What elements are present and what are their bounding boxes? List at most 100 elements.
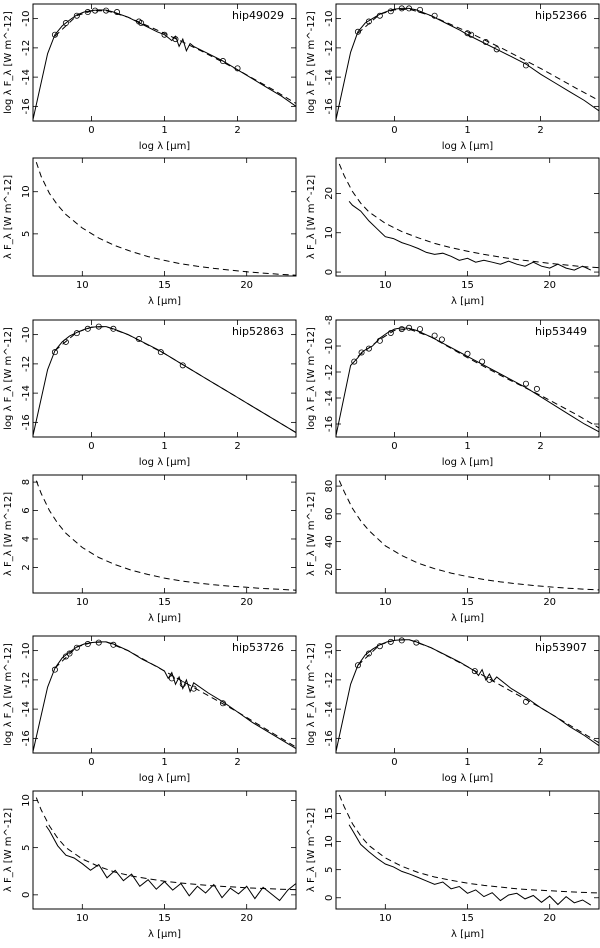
x-tick-label: 1 (464, 757, 470, 768)
photometry-point (234, 65, 241, 72)
photometry-point (471, 668, 478, 675)
photometry-point (73, 330, 80, 337)
photometry-point (479, 358, 486, 365)
x-tick-label: 20 (543, 280, 556, 291)
model-curve (357, 639, 599, 744)
star-name-label: hip52863 (232, 325, 284, 338)
model-curve (54, 326, 296, 434)
y-axis-label: λ F_λ [W m^-12] (3, 492, 14, 576)
x-axis-label: log λ [μm] (442, 141, 494, 152)
star-name-label: hip53726 (232, 641, 284, 654)
photometry-point (190, 685, 197, 692)
x-axis-label: λ [μm] (148, 613, 181, 624)
x-axis-label: log λ [μm] (139, 457, 191, 468)
x-tick-label: 10 (379, 597, 392, 608)
model-curve (35, 797, 296, 891)
x-axis-label: λ [μm] (148, 296, 181, 307)
y-tick-label: 20 (324, 563, 335, 576)
x-tick-label: 1 (161, 441, 167, 452)
y-tick-label: -14 (324, 69, 335, 85)
photometry-point (351, 358, 358, 365)
plot-frame (32, 157, 297, 277)
photometry-point (365, 345, 372, 352)
x-tick-label: 10 (76, 913, 89, 924)
y-axis-label: log λ F_λ [W m^-12] (3, 327, 14, 430)
x-tick-label: 15 (461, 597, 474, 608)
observed-curve (33, 326, 296, 436)
y-tick-label: -12 (324, 364, 335, 380)
plot-area (336, 637, 599, 752)
y-axis-label: log λ F_λ [W m^-12] (306, 327, 317, 430)
observed-curve (45, 825, 296, 902)
x-tick-label: 15 (158, 280, 171, 291)
y-tick-label: -10 (324, 10, 335, 26)
photometry-point (92, 7, 99, 14)
observed-curve (33, 9, 296, 120)
panel-hip53449: 0 1 2 -16 -14 -12 -10 -8 log λ [μm] log λ F_λ [W … (306, 315, 600, 468)
star-name-label: hip53907 (535, 641, 587, 654)
x-tick-label: 1 (464, 125, 470, 136)
photometry-point (51, 31, 58, 38)
y-tick-label: 5 (21, 231, 32, 237)
x-tick-label: 2 (537, 125, 543, 136)
photometry-point (522, 62, 529, 69)
plot-area (33, 639, 296, 752)
y-tick-label: 10 (21, 794, 32, 807)
panel-hip49029-ir: 10 15 20 0 10 20 λ [μm] λ F_λ [W m^-12] (306, 157, 600, 307)
photometry-point (62, 653, 69, 660)
x-tick-label: 0 (391, 441, 397, 452)
photometry-point (398, 326, 405, 333)
x-tick-label: 20 (240, 597, 253, 608)
x-tick-label: 20 (240, 280, 253, 291)
panel-hip52863: 0 1 2 -16 -14 -12 -10 log λ [μm] log λ F_λ [W m^… (3, 319, 297, 468)
photometry-point (84, 641, 91, 648)
photometry-point (431, 12, 438, 19)
photometry-point (417, 326, 424, 333)
plot-frame (32, 474, 297, 594)
x-tick-label: 10 (76, 597, 89, 608)
photometry-point (365, 18, 372, 25)
x-tick-label: 1 (161, 125, 167, 136)
star-name-label: hip49029 (232, 9, 284, 22)
plot-area (338, 794, 599, 906)
y-tick-label: 80 (324, 480, 335, 493)
photometry-point (114, 9, 121, 16)
y-tick-label: -12 (324, 40, 335, 56)
observed-curve (336, 7, 599, 120)
y-tick-label: 4 (21, 536, 32, 542)
x-axis-label: λ [μm] (451, 929, 484, 940)
panel-hip49029: 0 1 2 -16 -14 -12 -10 log λ [μm] log λ F_λ [W m^… (3, 3, 297, 152)
y-tick-label: 0 (324, 269, 335, 275)
panel-hip53449-ir: 10 15 20 20 40 60 80 λ [μm] λ F_λ [W m^-12] (306, 474, 600, 624)
photometry-point (103, 7, 110, 14)
y-tick-label: -10 (324, 642, 335, 658)
model-curve (35, 162, 296, 276)
y-tick-label: -10 (324, 338, 335, 354)
x-axis-label: log λ [μm] (442, 773, 494, 784)
plot-area (33, 7, 296, 120)
photometry-point (486, 676, 493, 683)
model-curve (54, 641, 296, 748)
y-tick-label: -10 (21, 326, 32, 342)
y-tick-label: -10 (21, 642, 32, 658)
observed-curve (348, 824, 592, 906)
photometry-point (438, 336, 445, 343)
x-axis-label: log λ [μm] (139, 773, 191, 784)
photometry-point (51, 666, 58, 673)
photometry-point (522, 380, 529, 387)
y-tick-label: 10 (21, 185, 32, 198)
y-tick-label: -16 (21, 414, 32, 430)
plot-area (33, 323, 296, 436)
x-tick-label: 15 (461, 913, 474, 924)
model-curve (357, 8, 599, 101)
y-tick-label: 2 (21, 564, 32, 570)
panel-hip52366: 0 1 2 -16 -14 -12 -10 log λ [μm] log λ F_λ [W m^… (306, 3, 600, 152)
model-curve (357, 328, 599, 429)
x-tick-label: 10 (379, 913, 392, 924)
y-tick-label: -16 (324, 416, 335, 432)
y-tick-label: -16 (324, 730, 335, 746)
photometry-point (376, 643, 383, 650)
photometry-point (172, 36, 179, 43)
x-tick-label: 2 (234, 125, 240, 136)
